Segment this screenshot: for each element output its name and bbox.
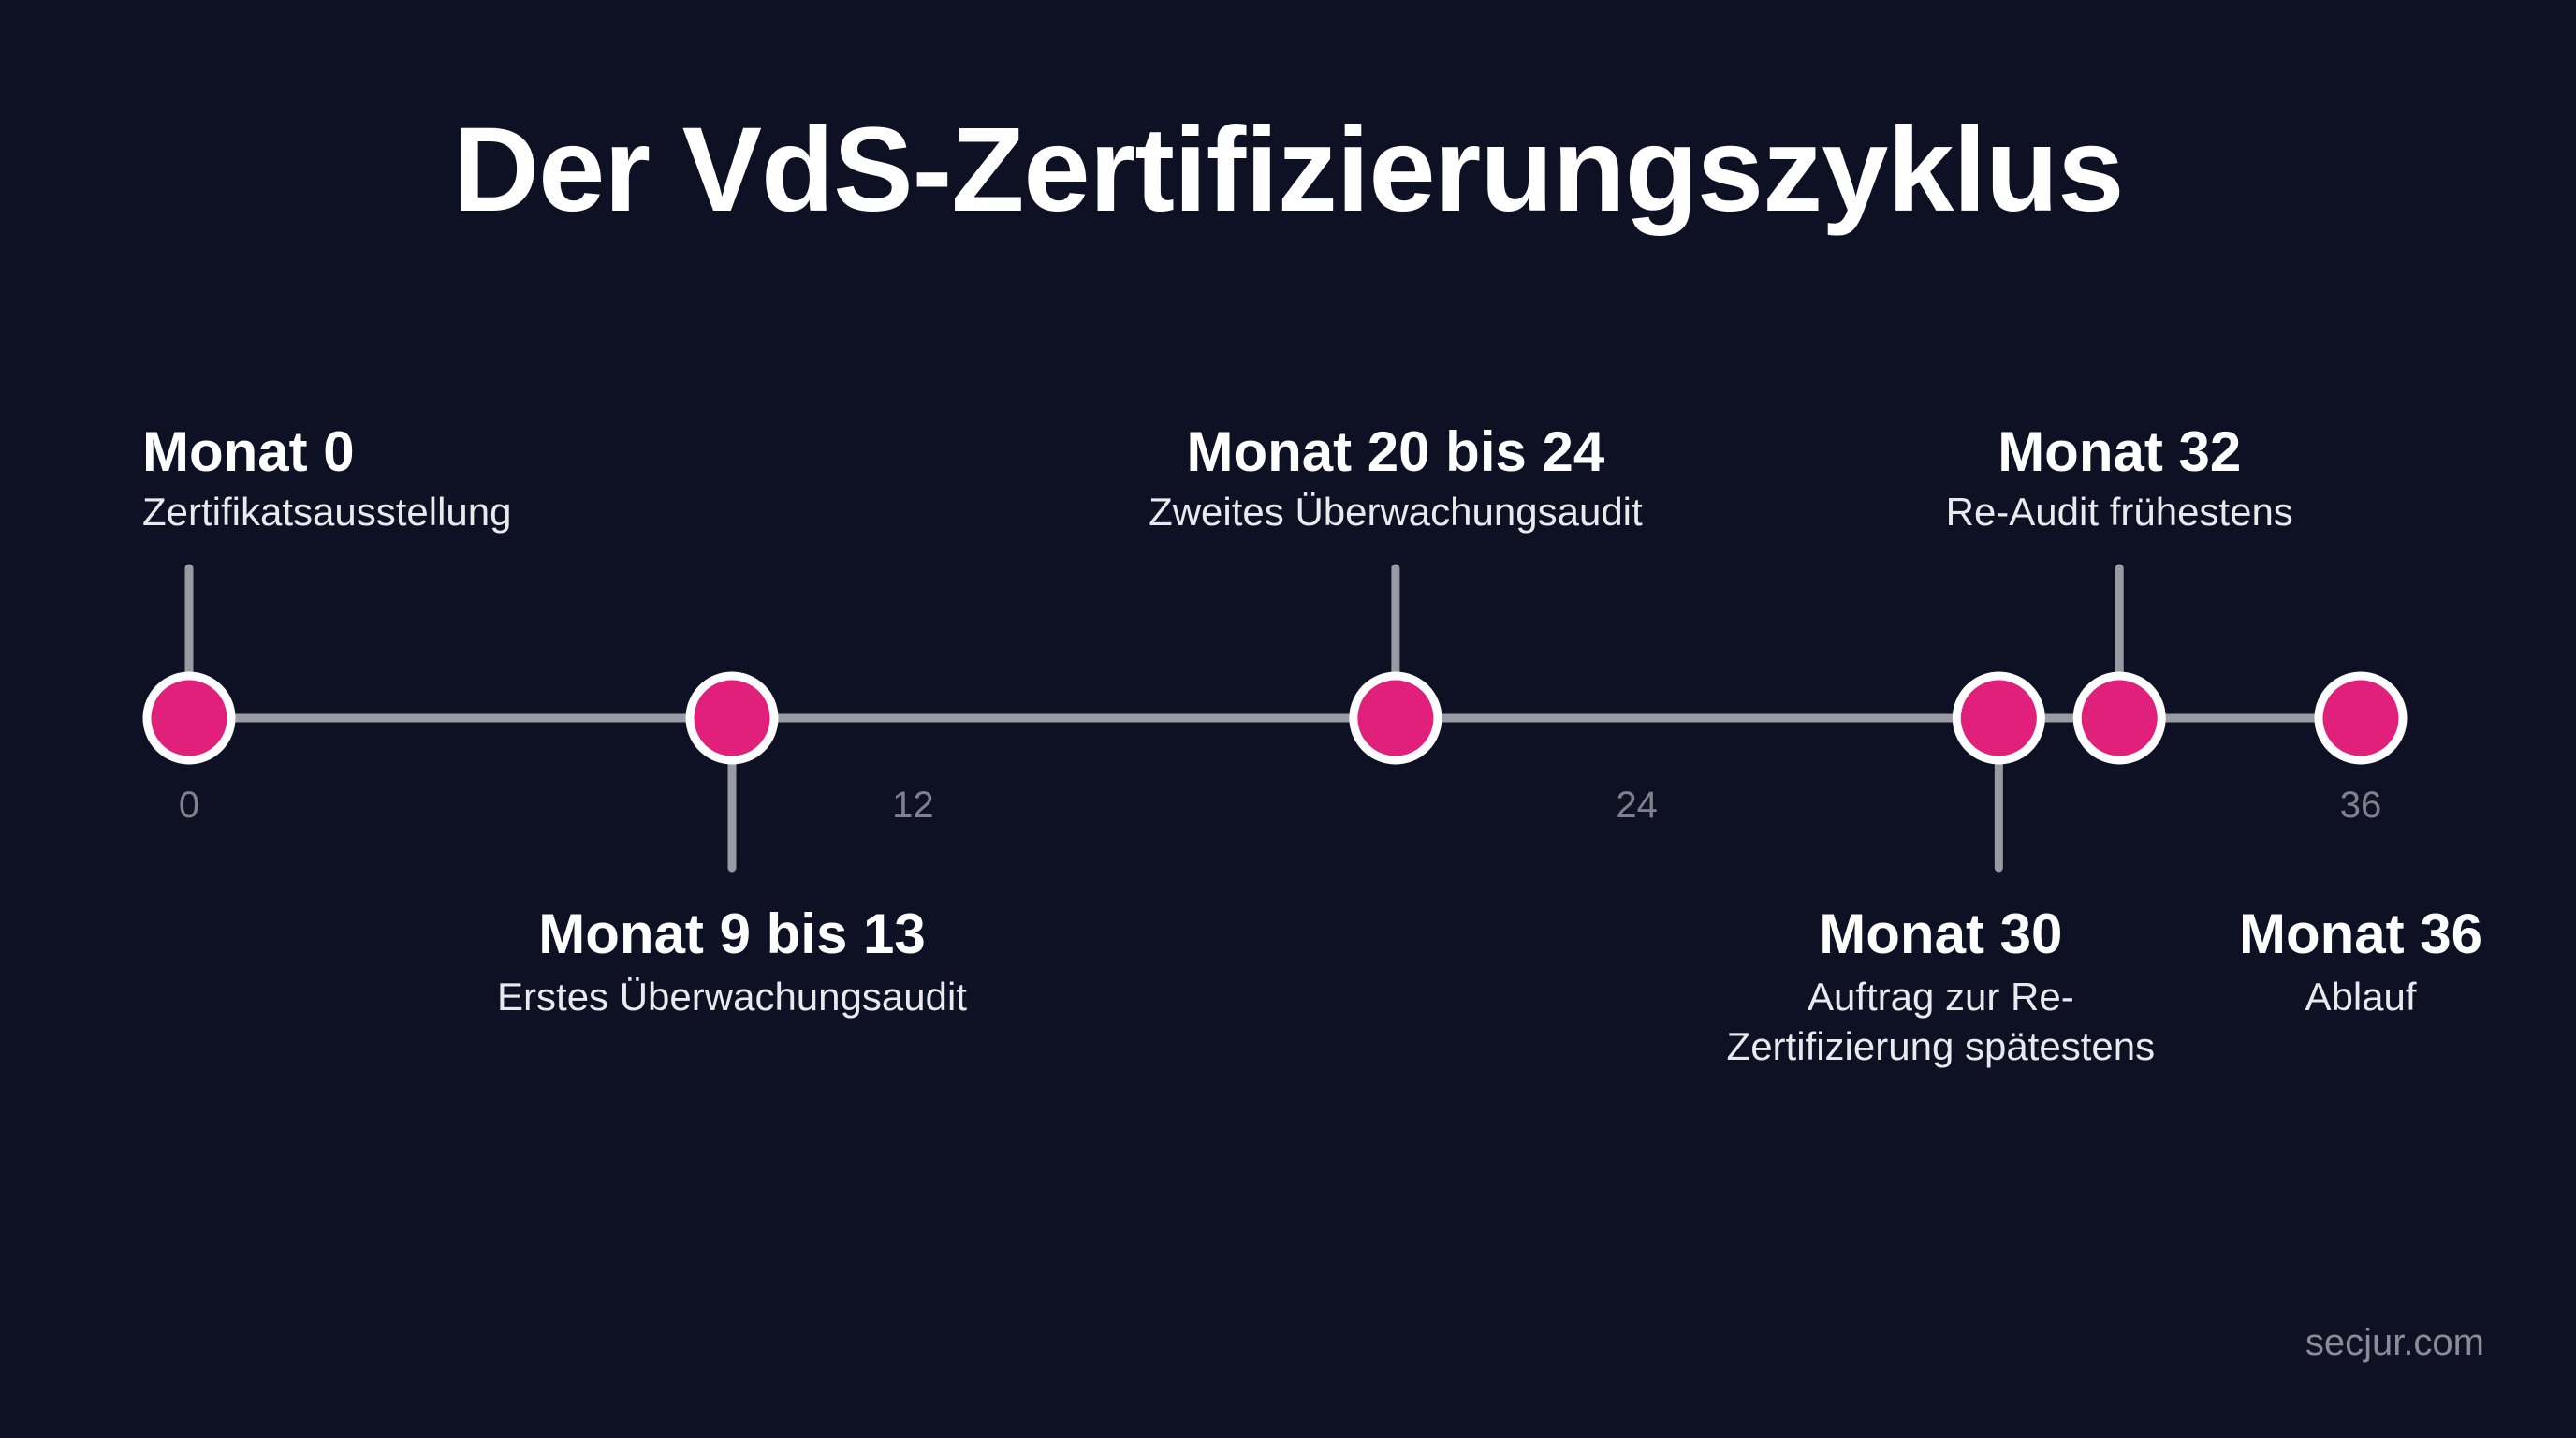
page-title: Der VdS-Zertifizierungszyklus xyxy=(452,103,2125,237)
event-node xyxy=(685,671,779,765)
axis-tick-label: 24 xyxy=(1616,785,1658,826)
event-description: Zweites Überwachungsaudit xyxy=(1149,490,1643,534)
event-description: Erstes Überwachungsaudit xyxy=(497,975,967,1019)
event-description: Zertifikatsausstellung xyxy=(142,490,512,534)
event-title: Monat 20 bis 24 xyxy=(1186,420,1605,483)
event-node xyxy=(1349,671,1442,765)
event-description: Re-Audit frühestens xyxy=(1945,490,2293,534)
event-title: Monat 9 bis 13 xyxy=(538,902,926,965)
event-node xyxy=(2314,671,2408,765)
event-node xyxy=(1952,671,2045,765)
watermark: secjur.com xyxy=(2305,1322,2484,1363)
axis-tick-label: 12 xyxy=(892,785,934,826)
event-title: Monat 32 xyxy=(1998,420,2242,483)
nodes xyxy=(142,671,2408,765)
event-description: Auftrag zur Re- xyxy=(1807,975,2074,1019)
event-node xyxy=(142,671,236,765)
event-title: Monat 0 xyxy=(142,420,355,483)
axis-tick-label: 36 xyxy=(2339,785,2382,826)
event-title: Monat 36 xyxy=(2238,902,2483,965)
event-node xyxy=(2072,671,2166,765)
axis-tick-label: 0 xyxy=(178,785,200,826)
event-title: Monat 30 xyxy=(1819,902,2063,965)
event-description: Ablauf xyxy=(2305,975,2417,1019)
event-description: Zertifizierung spätestens xyxy=(1726,1024,2156,1068)
